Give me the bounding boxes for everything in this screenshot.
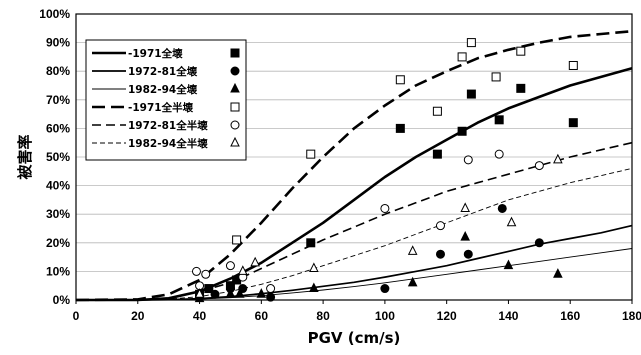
y-axis-title: 被害率	[16, 134, 34, 179]
legend-label: 1972-81全半壊	[128, 119, 208, 132]
legend-label: 1972-81全壊	[128, 65, 198, 78]
data-point	[503, 259, 514, 270]
x-axis-title: PGV (cm/s)	[308, 329, 401, 347]
data-point	[435, 249, 445, 259]
x-tick-label: 140	[498, 309, 518, 323]
data-point	[435, 221, 445, 231]
y-tick-label: 70%	[46, 93, 70, 107]
x-tick-label: 180	[622, 309, 641, 323]
legend-label: -1971全壊	[128, 47, 183, 60]
x-axis-ticks: 0 20 40 60 80 100 120 140 160 180	[73, 300, 641, 323]
data-point	[466, 38, 476, 48]
x-tick-label: 160	[560, 309, 580, 323]
data-point	[432, 149, 442, 159]
data-point	[250, 256, 260, 267]
data-point	[204, 284, 214, 294]
legend-label: 1982-94全半壊	[128, 137, 208, 150]
series-curve	[76, 167, 633, 301]
data-point	[266, 284, 276, 294]
data-point	[534, 161, 544, 171]
data-point	[225, 288, 236, 298]
y-tick-label: 90%	[46, 36, 70, 50]
legend-marker	[230, 120, 240, 130]
data-point	[432, 106, 442, 116]
series-curve	[75, 29, 633, 302]
x-tick-label: 40	[193, 309, 207, 323]
y-tick-label: 30%	[46, 207, 70, 221]
data-point	[460, 202, 471, 212]
legend-box	[85, 39, 247, 161]
data-point	[395, 75, 405, 85]
y-tick-label: 0%	[53, 293, 71, 307]
x-tick-label: 120	[437, 309, 457, 323]
data-point	[256, 288, 267, 298]
data-point	[463, 249, 473, 259]
plot-area-frame	[75, 13, 633, 301]
data-point	[463, 155, 473, 165]
y-tick-label: 50%	[46, 150, 70, 164]
y-tick-label: 60%	[46, 121, 70, 135]
data-point	[568, 118, 578, 128]
x-tick-label: 20	[131, 309, 145, 323]
data-point	[225, 261, 235, 271]
data-point	[568, 60, 578, 70]
data-point	[407, 276, 418, 287]
legend-label: 1982-94全壊	[128, 83, 198, 96]
y-tick-label: 80%	[46, 64, 70, 78]
data-point	[516, 46, 526, 56]
data-point	[232, 235, 242, 245]
data-point	[237, 265, 248, 275]
observed-points	[191, 38, 578, 303]
data-point	[234, 288, 245, 298]
data-point	[553, 268, 563, 278]
x-tick-label: 0	[73, 309, 80, 323]
y-axis-ticks: 0% 10% 20% 30% 40% 50% 60% 70% 80% 90% 100%	[39, 7, 70, 307]
y-tick-label: 20%	[46, 236, 70, 250]
data-point	[191, 266, 201, 276]
series-curve	[76, 248, 633, 301]
legend-marker	[230, 48, 240, 58]
data-point	[466, 89, 476, 99]
data-point	[494, 115, 504, 125]
data-point	[494, 149, 504, 159]
legend-marker	[230, 82, 240, 93]
series-curve	[76, 141, 633, 301]
y-tick-label: 10%	[46, 264, 70, 278]
data-point	[457, 126, 467, 136]
fragility-curves	[75, 29, 633, 302]
data-point	[497, 203, 507, 213]
y-tick-label: 100%	[39, 7, 70, 21]
data-point	[460, 230, 471, 241]
data-point	[380, 203, 390, 213]
data-point	[210, 289, 220, 299]
data-point	[309, 262, 319, 273]
y-tick-label: 40%	[46, 179, 70, 193]
data-point	[553, 153, 563, 164]
data-point	[306, 149, 316, 159]
x-tick-label: 60	[255, 309, 269, 323]
data-point	[306, 238, 316, 248]
data-point	[266, 292, 276, 302]
data-point	[506, 216, 517, 227]
data-point	[491, 72, 501, 82]
data-point	[407, 245, 418, 255]
legend-marker	[230, 136, 240, 147]
x-tick-label: 80	[316, 309, 330, 323]
data-point	[309, 282, 319, 293]
x-tick-label: 100	[375, 309, 395, 323]
data-point	[380, 284, 390, 294]
data-point	[516, 83, 526, 93]
data-point	[201, 269, 211, 279]
data-point	[194, 288, 205, 298]
legend-label: -1971全半壊	[128, 101, 194, 114]
data-point	[395, 123, 405, 133]
data-point	[457, 52, 467, 62]
legend-marker	[230, 102, 240, 112]
legend: -1971全壊 1972-81全壊 1982-94全壊 -1971全半壊 1972-81…	[85, 39, 247, 161]
legend-marker	[230, 66, 240, 76]
data-point	[534, 238, 544, 248]
